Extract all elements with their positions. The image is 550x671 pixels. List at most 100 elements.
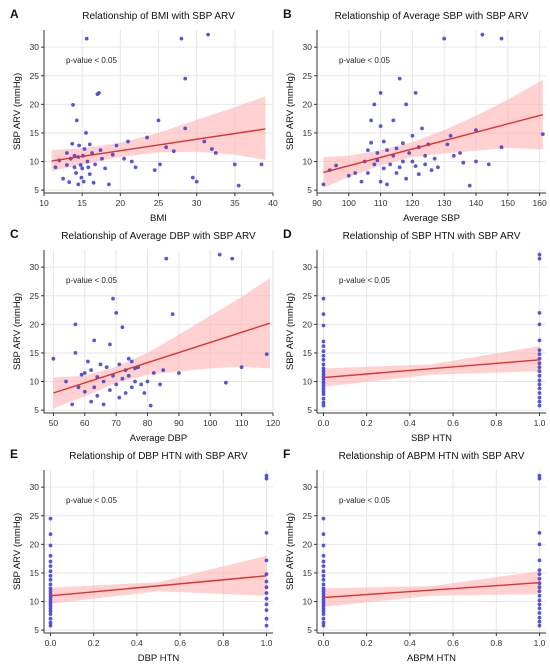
x-tick-label: 0.8 bbox=[490, 638, 502, 648]
data-point bbox=[423, 153, 427, 158]
y-tick-label: 25 bbox=[303, 511, 313, 521]
data-point bbox=[321, 372, 326, 376]
x-tick-label: 0.6 bbox=[174, 638, 186, 648]
data-point bbox=[111, 373, 115, 378]
data-point bbox=[48, 559, 53, 564]
data-point bbox=[120, 325, 125, 330]
data-point bbox=[89, 399, 93, 404]
data-point bbox=[321, 569, 326, 574]
x-tick-label: 15 bbox=[77, 198, 87, 208]
y-tick-label: 5 bbox=[307, 185, 312, 195]
y-tick-label: 25 bbox=[30, 511, 40, 521]
data-point bbox=[537, 256, 542, 261]
data-point bbox=[108, 388, 112, 392]
data-point bbox=[321, 389, 326, 394]
data-point bbox=[86, 165, 91, 170]
data-point bbox=[142, 391, 147, 395]
data-point bbox=[451, 153, 456, 158]
data-point bbox=[321, 182, 326, 187]
data-point bbox=[264, 596, 269, 601]
x-tick-label: 40 bbox=[268, 198, 278, 208]
regression-line bbox=[51, 128, 266, 162]
panel-f: 0.0 0.2 0.4 0.6 0.8 1.0 5 10 15 20 25 30 F Relationsh… bbox=[283, 447, 546, 664]
chart-title: Relationship of BMI with SBP ARV bbox=[82, 11, 235, 22]
data-point bbox=[537, 576, 542, 581]
data-point bbox=[232, 162, 237, 167]
data-point bbox=[92, 385, 97, 390]
data-point bbox=[537, 598, 542, 603]
y-tick-label: 15 bbox=[303, 128, 313, 138]
data-point bbox=[321, 600, 326, 605]
y-tick-label: 30 bbox=[30, 482, 40, 492]
data-point bbox=[158, 162, 162, 167]
panel-c: 50 60 70 80 90 100 110 120 5 10 15 20 25 30 C Relations… bbox=[10, 227, 280, 444]
data-point bbox=[413, 164, 418, 169]
x-tick-label: 150 bbox=[501, 198, 515, 208]
regression-line bbox=[50, 575, 267, 597]
confidence-band bbox=[50, 555, 267, 604]
data-point bbox=[264, 579, 269, 584]
x-tick-label: 0.6 bbox=[447, 638, 459, 648]
y-tick-label: 5 bbox=[307, 625, 312, 635]
regression-line bbox=[323, 581, 540, 599]
data-point bbox=[98, 362, 103, 367]
data-point bbox=[170, 312, 175, 316]
x-tick-label: 30 bbox=[192, 198, 202, 208]
data-point bbox=[410, 159, 415, 164]
x-tick-label: 0.2 bbox=[88, 638, 100, 648]
y-tick-label: 10 bbox=[303, 157, 313, 167]
data-point bbox=[89, 368, 93, 372]
data-point bbox=[101, 379, 106, 384]
x-tick-label: 140 bbox=[469, 198, 483, 208]
data-point bbox=[48, 516, 53, 521]
data-point bbox=[537, 476, 542, 481]
data-point bbox=[321, 392, 326, 396]
data-point bbox=[537, 589, 542, 594]
data-point bbox=[74, 171, 78, 175]
x-axis-label: Average SBP bbox=[403, 213, 460, 224]
data-point bbox=[321, 296, 326, 301]
data-point bbox=[321, 383, 326, 388]
data-point bbox=[190, 175, 195, 180]
data-point bbox=[321, 396, 326, 401]
data-point bbox=[321, 564, 326, 568]
data-point bbox=[537, 395, 542, 400]
y-tick-label: 30 bbox=[303, 482, 313, 492]
data-point bbox=[264, 352, 269, 356]
data-point bbox=[321, 323, 326, 328]
data-point bbox=[378, 91, 383, 95]
data-point bbox=[537, 572, 542, 576]
data-point bbox=[117, 362, 122, 367]
data-point bbox=[85, 159, 90, 164]
x-tick-label: 10 bbox=[39, 198, 49, 208]
data-point bbox=[101, 402, 106, 407]
data-point bbox=[87, 142, 92, 147]
data-point bbox=[108, 342, 112, 347]
x-tick-label: 110 bbox=[374, 198, 388, 208]
y-tick-label: 10 bbox=[303, 377, 313, 387]
data-point bbox=[76, 182, 81, 187]
x-tick-label: 0.8 bbox=[490, 418, 502, 428]
data-point bbox=[70, 141, 75, 146]
data-point bbox=[321, 606, 326, 611]
data-point bbox=[410, 133, 415, 138]
data-point bbox=[378, 124, 383, 128]
data-point bbox=[79, 175, 84, 180]
data-point bbox=[84, 131, 88, 135]
data-point bbox=[537, 531, 542, 535]
data-point bbox=[114, 311, 119, 315]
data-point bbox=[202, 139, 207, 144]
y-tick-label: 30 bbox=[30, 42, 40, 52]
data-point bbox=[537, 606, 542, 611]
data-point bbox=[117, 395, 122, 400]
data-point bbox=[239, 365, 244, 370]
y-tick-label: 10 bbox=[30, 377, 40, 387]
x-tick-label: 0.2 bbox=[361, 418, 373, 428]
x-tick-label: 0.6 bbox=[447, 418, 459, 428]
data-point bbox=[321, 369, 326, 374]
p-value-annotation: p-value < 0.05 bbox=[339, 56, 390, 65]
data-point bbox=[82, 389, 87, 394]
data-point bbox=[537, 361, 542, 366]
